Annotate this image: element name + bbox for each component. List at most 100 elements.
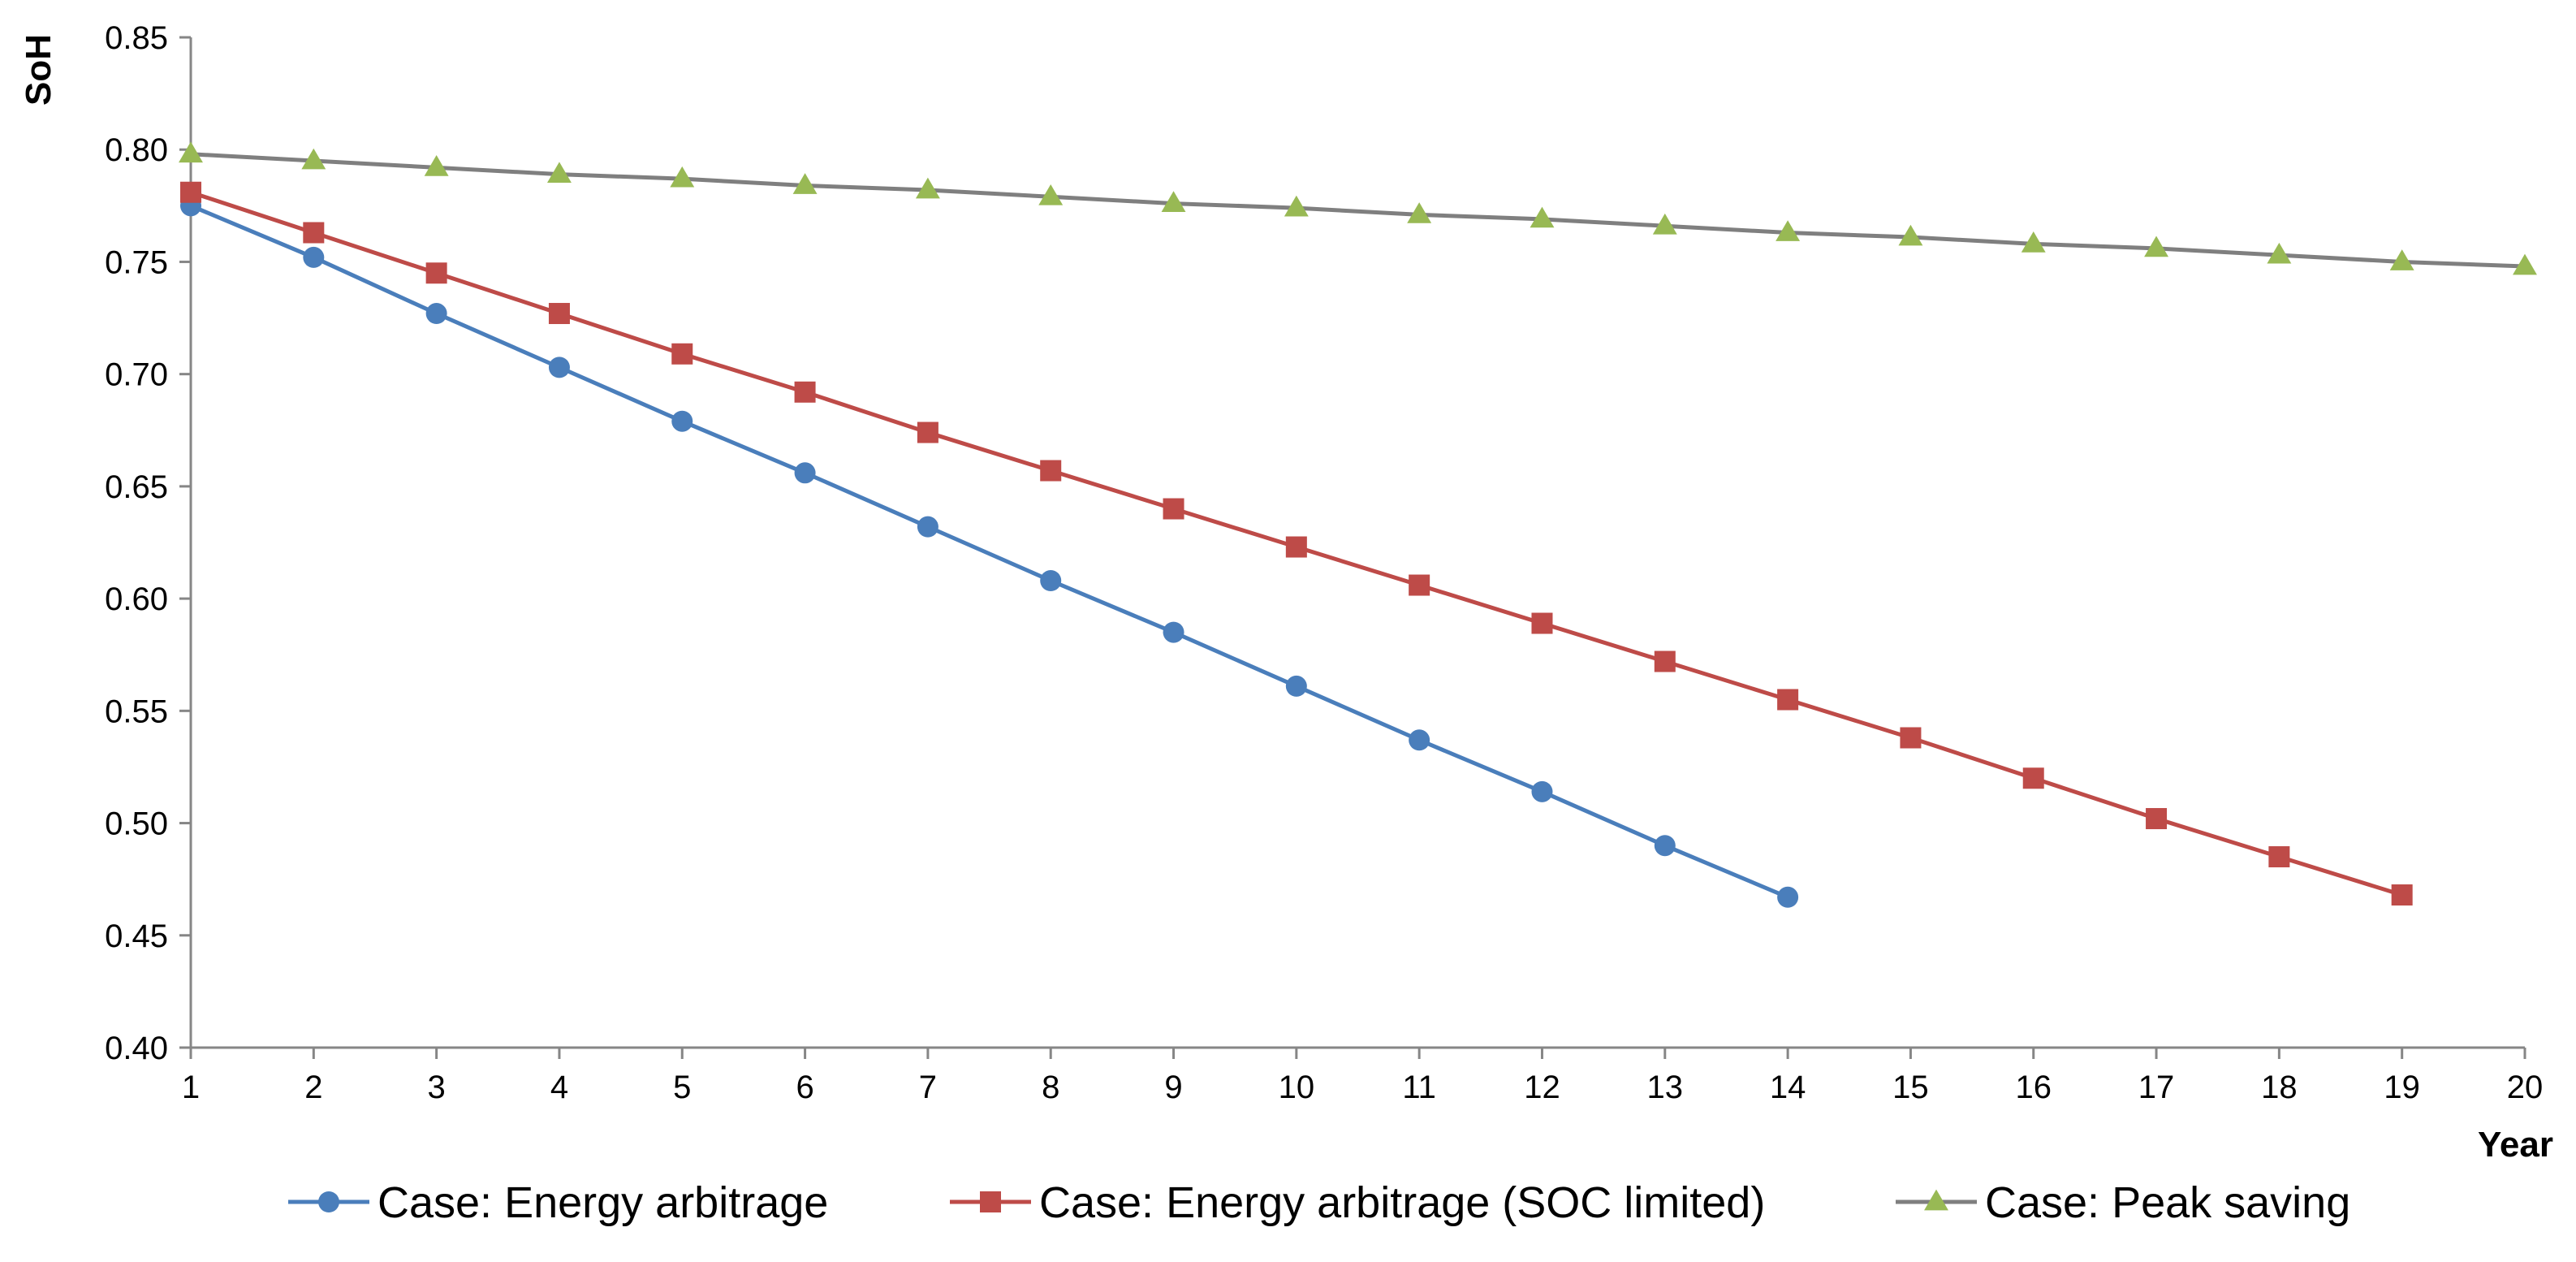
data-point bbox=[1776, 220, 1801, 241]
data-point bbox=[2144, 236, 2169, 257]
legend-item: Case: Energy arbitrage (SOC limited) bbox=[950, 1178, 1765, 1227]
x-tick-label: 12 bbox=[1524, 1070, 1560, 1105]
x-tick-label: 5 bbox=[673, 1070, 691, 1105]
series-1 bbox=[180, 195, 1799, 908]
data-point bbox=[546, 162, 572, 184]
x-tick-label: 2 bbox=[304, 1070, 322, 1105]
y-tick-label: 0.50 bbox=[105, 806, 168, 842]
data-point bbox=[2391, 884, 2413, 906]
x-tick-label: 10 bbox=[1279, 1070, 1315, 1105]
data-point bbox=[424, 155, 449, 176]
data-point bbox=[179, 141, 203, 163]
data-point bbox=[1038, 184, 1064, 205]
data-point bbox=[2267, 242, 2292, 264]
x-tick-label: 18 bbox=[2261, 1070, 2298, 1105]
x-tick-label: 20 bbox=[2507, 1070, 2544, 1105]
data-point bbox=[1654, 650, 1676, 672]
data-point bbox=[1652, 213, 1677, 235]
y-tick-label: 0.80 bbox=[105, 132, 168, 168]
legend-marker bbox=[1924, 1189, 1948, 1211]
x-tick-label: 17 bbox=[2138, 1070, 2175, 1105]
x-tick-label: 6 bbox=[796, 1070, 813, 1105]
y-ticks: 0.40 0.45 0.50 0.55 0.60 0.65 0.70 0.75 0.80 0.85 bbox=[105, 20, 191, 1066]
legend-item: Case: Energy arbitrage bbox=[288, 1178, 828, 1227]
legend-label: Case: Peak saving bbox=[1985, 1178, 2350, 1227]
x-tick-label: 19 bbox=[2384, 1070, 2420, 1105]
data-point bbox=[671, 410, 693, 432]
series-line bbox=[190, 152, 2526, 269]
data-point bbox=[1040, 569, 1062, 591]
y-tick-label: 0.70 bbox=[105, 357, 168, 393]
x-tick-label: 8 bbox=[1042, 1070, 1059, 1105]
data-point bbox=[1777, 689, 1799, 711]
x-tick-label: 13 bbox=[1647, 1070, 1684, 1105]
y-axis-title: SoH bbox=[19, 34, 58, 106]
data-point bbox=[794, 381, 816, 403]
y-tick-label: 0.40 bbox=[105, 1031, 168, 1066]
data-point bbox=[1531, 780, 1553, 802]
data-point bbox=[917, 421, 938, 443]
x-tick-label: 16 bbox=[2015, 1070, 2052, 1105]
data-point bbox=[670, 166, 695, 188]
data-point bbox=[1040, 460, 1062, 482]
legend-marker bbox=[980, 1191, 1001, 1212]
legend-label: Case: Energy arbitrage (SOC limited) bbox=[1039, 1178, 1765, 1227]
x-ticks: 1 2 3 4 5 6 7 8 9 10 11 12 13 14 15 16 17 18 19 20 bbox=[182, 1048, 2543, 1105]
data-point bbox=[2021, 231, 2046, 253]
x-tick-label: 9 bbox=[1164, 1070, 1182, 1105]
data-point bbox=[1163, 498, 1184, 520]
data-point bbox=[1409, 729, 1430, 751]
data-point bbox=[425, 303, 447, 325]
data-point bbox=[1407, 202, 1432, 223]
legend: Case: Energy arbitrage Case: Energy arbit… bbox=[288, 1178, 2350, 1227]
data-point bbox=[1531, 612, 1553, 634]
x-tick-label: 1 bbox=[182, 1070, 200, 1105]
data-point bbox=[548, 357, 570, 378]
data-point bbox=[915, 177, 940, 199]
series-layer bbox=[179, 141, 2537, 908]
data-point bbox=[794, 462, 816, 484]
x-tick-label: 15 bbox=[1892, 1070, 1929, 1105]
data-point bbox=[1163, 621, 1184, 643]
legend-item: Case: Peak saving bbox=[1896, 1178, 2350, 1227]
data-point bbox=[1777, 886, 1799, 908]
x-tick-label: 14 bbox=[1770, 1070, 1806, 1105]
data-point bbox=[1900, 727, 1922, 749]
data-point bbox=[1285, 536, 1307, 558]
data-point bbox=[1284, 195, 1309, 217]
data-point bbox=[2022, 767, 2044, 789]
data-point bbox=[2268, 846, 2290, 868]
data-point bbox=[1409, 574, 1430, 596]
data-point bbox=[425, 262, 447, 284]
data-point bbox=[303, 222, 325, 244]
axes: 0.40 0.45 0.50 0.55 0.60 0.65 0.70 0.75 0.80 0.85… bbox=[105, 20, 2543, 1105]
data-point bbox=[2513, 253, 2537, 275]
data-point bbox=[303, 246, 325, 268]
y-tick-label: 0.85 bbox=[105, 20, 168, 56]
legend-marker bbox=[318, 1191, 339, 1212]
data-point bbox=[2146, 808, 2168, 830]
y-tick-label: 0.65 bbox=[105, 469, 168, 505]
data-point bbox=[180, 181, 201, 203]
series-line bbox=[190, 204, 1789, 900]
data-point bbox=[2389, 249, 2414, 270]
x-tick-label: 4 bbox=[550, 1070, 568, 1105]
data-point bbox=[1530, 206, 1555, 228]
legend-label: Case: Energy arbitrage bbox=[378, 1178, 828, 1227]
x-tick-label: 3 bbox=[428, 1070, 446, 1105]
x-tick-label: 7 bbox=[919, 1070, 937, 1105]
data-point bbox=[1161, 191, 1186, 212]
y-tick-label: 0.60 bbox=[105, 581, 168, 617]
series-3 bbox=[179, 141, 2537, 275]
data-point bbox=[301, 148, 326, 170]
data-point bbox=[792, 173, 818, 194]
y-tick-label: 0.45 bbox=[105, 918, 168, 954]
data-point bbox=[1285, 675, 1307, 697]
data-point bbox=[1654, 835, 1676, 857]
x-axis-title: Year bbox=[2478, 1125, 2553, 1165]
data-point bbox=[917, 516, 938, 538]
data-point bbox=[671, 343, 693, 365]
x-tick-label: 11 bbox=[1402, 1070, 1436, 1105]
y-tick-label: 0.75 bbox=[105, 244, 168, 280]
